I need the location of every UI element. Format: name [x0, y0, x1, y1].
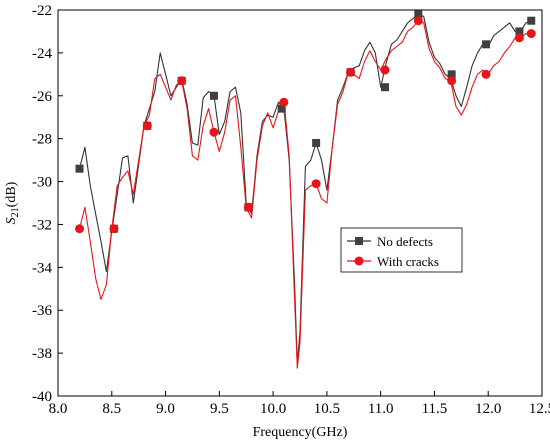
marker-no-defects [482, 40, 491, 49]
marker-no-defects [447, 70, 456, 79]
marker-with-cracks [447, 76, 457, 86]
marker-with-cracks [514, 33, 524, 43]
series-line-with-cracks [78, 20, 532, 369]
x-tick-label: 8.0 [49, 401, 68, 417]
marker-layer [75, 10, 536, 234]
x-axis-title: Frequency(GHz) [253, 425, 348, 440]
marker-with-cracks [75, 224, 85, 234]
y-axis-title: S21(dB) [4, 181, 21, 224]
x-tick-label: 11.0 [368, 401, 394, 417]
marker-no-defects [312, 138, 321, 147]
x-tick-label: 10.5 [314, 401, 340, 417]
marker-with-cracks [177, 76, 187, 86]
marker-no-defects [380, 83, 389, 92]
marker-with-cracks [380, 65, 390, 75]
series-layer [78, 13, 532, 369]
marker-with-cracks [279, 97, 289, 107]
marker-no-defects [75, 164, 84, 173]
marker-with-cracks [526, 29, 536, 39]
marker-no-defects [414, 10, 423, 19]
y-tick-label: -34 [32, 260, 52, 276]
x-tick-label: 12.5 [529, 401, 550, 417]
plot-frame [57, 9, 543, 397]
marker-with-cracks [109, 224, 119, 234]
legend-label-no-defects: No defects [377, 234, 433, 249]
x-tick-label: 10.0 [260, 401, 286, 417]
x-tick-label: 9.5 [210, 401, 229, 417]
x-tick-label: 11.5 [422, 401, 448, 417]
y-tick-label: -24 [32, 46, 52, 62]
plot-area: 8.0 8.5 9.0 9.5 10.0 10.5 11.0 11.5 12.0 12.5 -40 -… [32, 3, 550, 417]
tick-layer: 8.0 8.5 9.0 9.5 10.0 10.5 11.0 11.5 12.0 12.5 -40 -… [32, 3, 550, 417]
legend-marker-with-cracks [354, 256, 364, 266]
marker-no-defects [527, 16, 536, 25]
svg-text:S21(dB): S21(dB) [4, 181, 21, 224]
legend-label-with-cracks: With cracks [377, 254, 439, 269]
y-tick-label: -30 [32, 175, 52, 191]
x-tick-label: 12.0 [475, 401, 501, 417]
marker-with-cracks [413, 16, 423, 26]
marker-with-cracks [346, 67, 356, 77]
y-tick-label: -28 [32, 132, 52, 148]
y-tick-label: -26 [32, 89, 52, 105]
legend: No defects With cracks [340, 227, 463, 273]
marker-with-cracks [142, 121, 152, 131]
y-tick-label: -22 [32, 3, 52, 19]
y-tick-label: -36 [32, 303, 52, 319]
y-tick-label: -40 [32, 389, 52, 405]
y-axis-title-sub: 21 [10, 207, 21, 217]
marker-with-cracks [243, 202, 253, 212]
y-tick-label: -32 [32, 217, 52, 233]
marker-with-cracks [481, 69, 491, 79]
x-tick-label: 8.5 [102, 401, 121, 417]
legend-marker-no-defects [355, 237, 363, 245]
marker-with-cracks [209, 127, 219, 137]
y-axis-title-main: S [4, 217, 19, 224]
marker-no-defects [277, 104, 286, 113]
marker-no-defects [515, 27, 524, 36]
y-axis-title-unit: (dB) [4, 181, 19, 207]
x-tick-label: 9.0 [156, 401, 175, 417]
y-tick-label: -38 [32, 346, 52, 362]
marker-with-cracks [311, 179, 321, 189]
marker-no-defects [209, 91, 218, 100]
series-line-no-defects [78, 13, 532, 365]
